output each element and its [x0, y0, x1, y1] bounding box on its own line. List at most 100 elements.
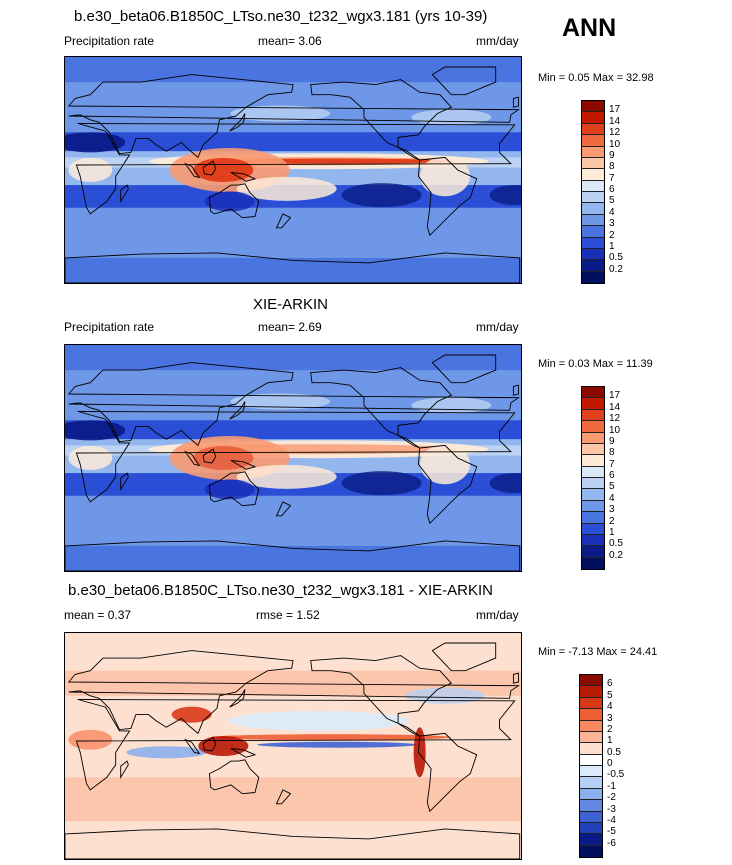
coastline	[67, 362, 520, 447]
colorbar-tick-label: 1	[607, 735, 613, 747]
panel-2-title: XIE-ARKIN	[253, 296, 329, 313]
panel-3-mean: mean = 0.37	[64, 608, 132, 622]
coastline	[431, 642, 497, 672]
colorbar-tick-label: 5	[609, 195, 615, 207]
panel-1-units: mm/day	[476, 34, 519, 48]
coastline	[512, 96, 519, 108]
panel-3-minmax: Min = -7.13 Max = 24.41	[538, 646, 658, 658]
colorbar-swatch	[582, 271, 604, 283]
coastline	[417, 156, 478, 237]
colorbar-swatch	[582, 534, 604, 547]
colorbar-tick-label: 4	[609, 206, 615, 218]
map-svg	[65, 57, 521, 283]
panel-1-title: b.e30_beta06.B1850C_LTso.ne30_t232_wgx3.…	[74, 8, 488, 25]
colorbar-swatch	[582, 387, 604, 399]
colorbar-swatch	[582, 443, 604, 456]
colorbar-tick-label: 5	[607, 689, 613, 701]
colorbar-swatch	[580, 743, 602, 755]
colorbar-swatch	[582, 101, 604, 113]
colorbar-tick-label: 2	[609, 515, 615, 527]
colorbar-swatch	[580, 834, 602, 846]
panel-3-colorbar	[579, 674, 603, 858]
coastline	[275, 213, 292, 229]
colorbar-tick-label: 0.2	[609, 549, 623, 561]
coastline	[512, 672, 519, 684]
colorbar-swatch	[582, 546, 604, 558]
coastline	[512, 384, 519, 396]
colorbar-tick-label: 1	[609, 240, 615, 252]
colorbar-swatch	[582, 180, 604, 192]
coastline	[67, 74, 520, 159]
colorbar-tick-label: 0.2	[609, 263, 623, 275]
colorbar-tick-label: 12	[609, 413, 621, 425]
panel-3-units: mm/day	[476, 608, 519, 622]
colorbar-tick-label: 12	[609, 127, 621, 139]
colorbar-swatch	[582, 489, 604, 501]
coastline	[184, 450, 201, 467]
colorbar-swatch	[580, 777, 602, 789]
colorbar-tick-label: 6	[607, 678, 613, 690]
colorbar-swatch	[582, 478, 604, 490]
colorbar-swatch	[582, 248, 604, 261]
coastline	[230, 460, 257, 470]
season-label: ANN	[562, 14, 617, 42]
panel-2-minmax: Min = 0.03 Max = 11.39	[538, 358, 653, 370]
colorbar-tick-label: 3	[607, 712, 613, 724]
colorbar-swatch	[580, 800, 602, 812]
panel-2-colorbar	[581, 386, 605, 570]
colorbar-tick-label: 17	[609, 390, 621, 402]
coastline	[65, 540, 521, 571]
colorbar-swatch	[580, 731, 602, 744]
colorbar-tick-label: 7	[609, 458, 615, 470]
coastline	[202, 160, 217, 176]
colorbar-tick-label: 4	[607, 701, 613, 713]
colorbar-tick-label: 10	[609, 138, 621, 150]
colorbar-swatch	[582, 157, 604, 170]
colorbar-tick-label: 2	[607, 723, 613, 735]
colorbar-tick-label: 0.5	[609, 252, 623, 264]
coastline	[417, 732, 478, 813]
colorbar-tick-label: 5	[609, 481, 615, 493]
colorbar-swatch	[582, 455, 604, 467]
colorbar-swatch	[582, 169, 604, 181]
colorbar-tick-label: 3	[609, 504, 615, 516]
colorbar-tick-label: 8	[609, 447, 615, 459]
colorbar-swatch	[580, 788, 602, 801]
colorbar-tick-label: 1	[609, 526, 615, 538]
colorbar-swatch	[582, 237, 604, 249]
colorbar-tick-label: -0.5	[607, 769, 625, 781]
colorbar-swatch	[582, 112, 604, 124]
coastline	[67, 650, 520, 735]
panel-3-rmse: rmse = 1.52	[256, 608, 320, 622]
coastline	[310, 79, 453, 161]
coastline	[275, 789, 292, 805]
colorbar-swatch	[582, 557, 604, 569]
coastline	[310, 655, 453, 737]
coastline	[202, 736, 217, 752]
coastline	[202, 448, 217, 464]
colorbar-swatch	[582, 260, 604, 272]
colorbar-swatch	[582, 421, 604, 433]
colorbar-tick-label: 6	[609, 470, 615, 481]
colorbar-swatch	[580, 822, 602, 835]
coastline	[229, 689, 246, 708]
colorbar-swatch	[582, 409, 604, 422]
colorbar-tick-label: 14	[609, 115, 621, 127]
colorbar-tick-label: 4	[609, 492, 615, 504]
colorbar-swatch	[582, 398, 604, 410]
colorbar-tick-label: 8	[609, 161, 615, 173]
colorbar-swatch	[582, 432, 604, 444]
colorbar-swatch	[582, 466, 604, 478]
coastline	[120, 472, 129, 492]
panel-3-title: b.e30_beta06.B1850C_LTso.ne30_t232_wgx3.…	[68, 582, 494, 599]
coastline	[417, 444, 478, 525]
panel-1-minmax: Min = 0.05 Max = 32.98	[538, 72, 654, 84]
colorbar-tick-label: 0.5	[609, 538, 623, 550]
colorbar-swatch	[580, 754, 602, 766]
colorbar-swatch	[582, 523, 604, 535]
colorbar-swatch	[580, 845, 602, 857]
panel-3-map	[64, 632, 522, 860]
coastline	[120, 760, 129, 780]
coastline	[184, 162, 201, 179]
colorbar-swatch	[582, 192, 604, 204]
